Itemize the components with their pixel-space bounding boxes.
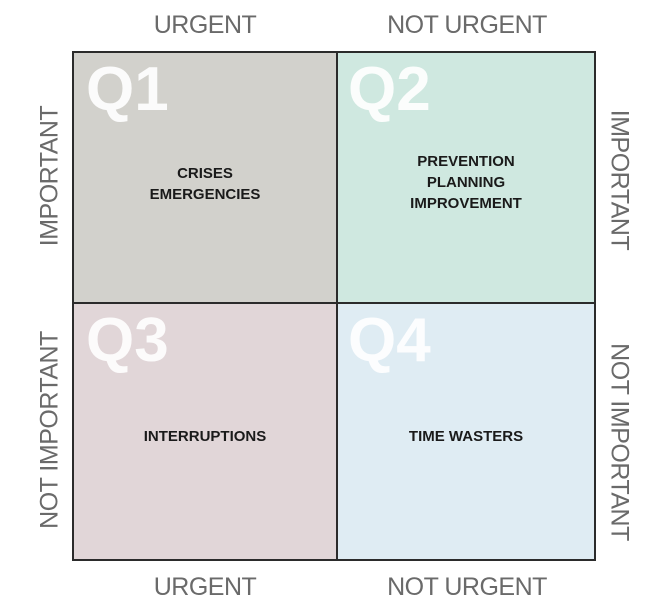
- quadrant-q3-text: INTERRUPTIONS: [143, 428, 267, 445]
- quadrant-q1: Q1 CRISES EMERGENCIES: [74, 53, 338, 304]
- quadrant-q2-text: PREVENTION PLANNING IMPROVEMENT: [410, 153, 522, 212]
- axis-label-right-not-important: NOT IMPORTANT: [605, 343, 634, 541]
- axis-label-top-urgent: URGENT: [153, 11, 257, 39]
- quadrant-q4: Q4 TIME WASTERS: [338, 304, 594, 559]
- quadrant-q4-id: Q4: [348, 306, 431, 375]
- axis-label-right-important: IMPORTANT: [605, 109, 634, 251]
- quadrant-q2: Q2 PREVENTION PLANNING IMPROVEMENT: [338, 53, 594, 304]
- priority-matrix: Q1 CRISES EMERGENCIES Q2 PREVENTION PLAN…: [72, 51, 596, 561]
- quadrant-q2-id: Q2: [348, 55, 431, 124]
- axis-label-bottom-urgent: URGENT: [153, 573, 257, 601]
- quadrant-q1-text: CRISES EMERGENCIES: [149, 165, 261, 203]
- quadrant-q4-text: TIME WASTERS: [408, 428, 524, 445]
- axis-label-left-not-important: NOT IMPORTANT: [35, 331, 64, 529]
- axis-label-left-important: IMPORTANT: [35, 105, 64, 247]
- quadrant-q1-id: Q1: [86, 55, 169, 124]
- quadrant-q3-id: Q3: [86, 306, 169, 375]
- quadrant-q3: Q3 INTERRUPTIONS: [74, 304, 338, 559]
- axis-label-bottom-not-urgent: NOT URGENT: [387, 573, 547, 601]
- axis-label-top-not-urgent: NOT URGENT: [387, 11, 547, 39]
